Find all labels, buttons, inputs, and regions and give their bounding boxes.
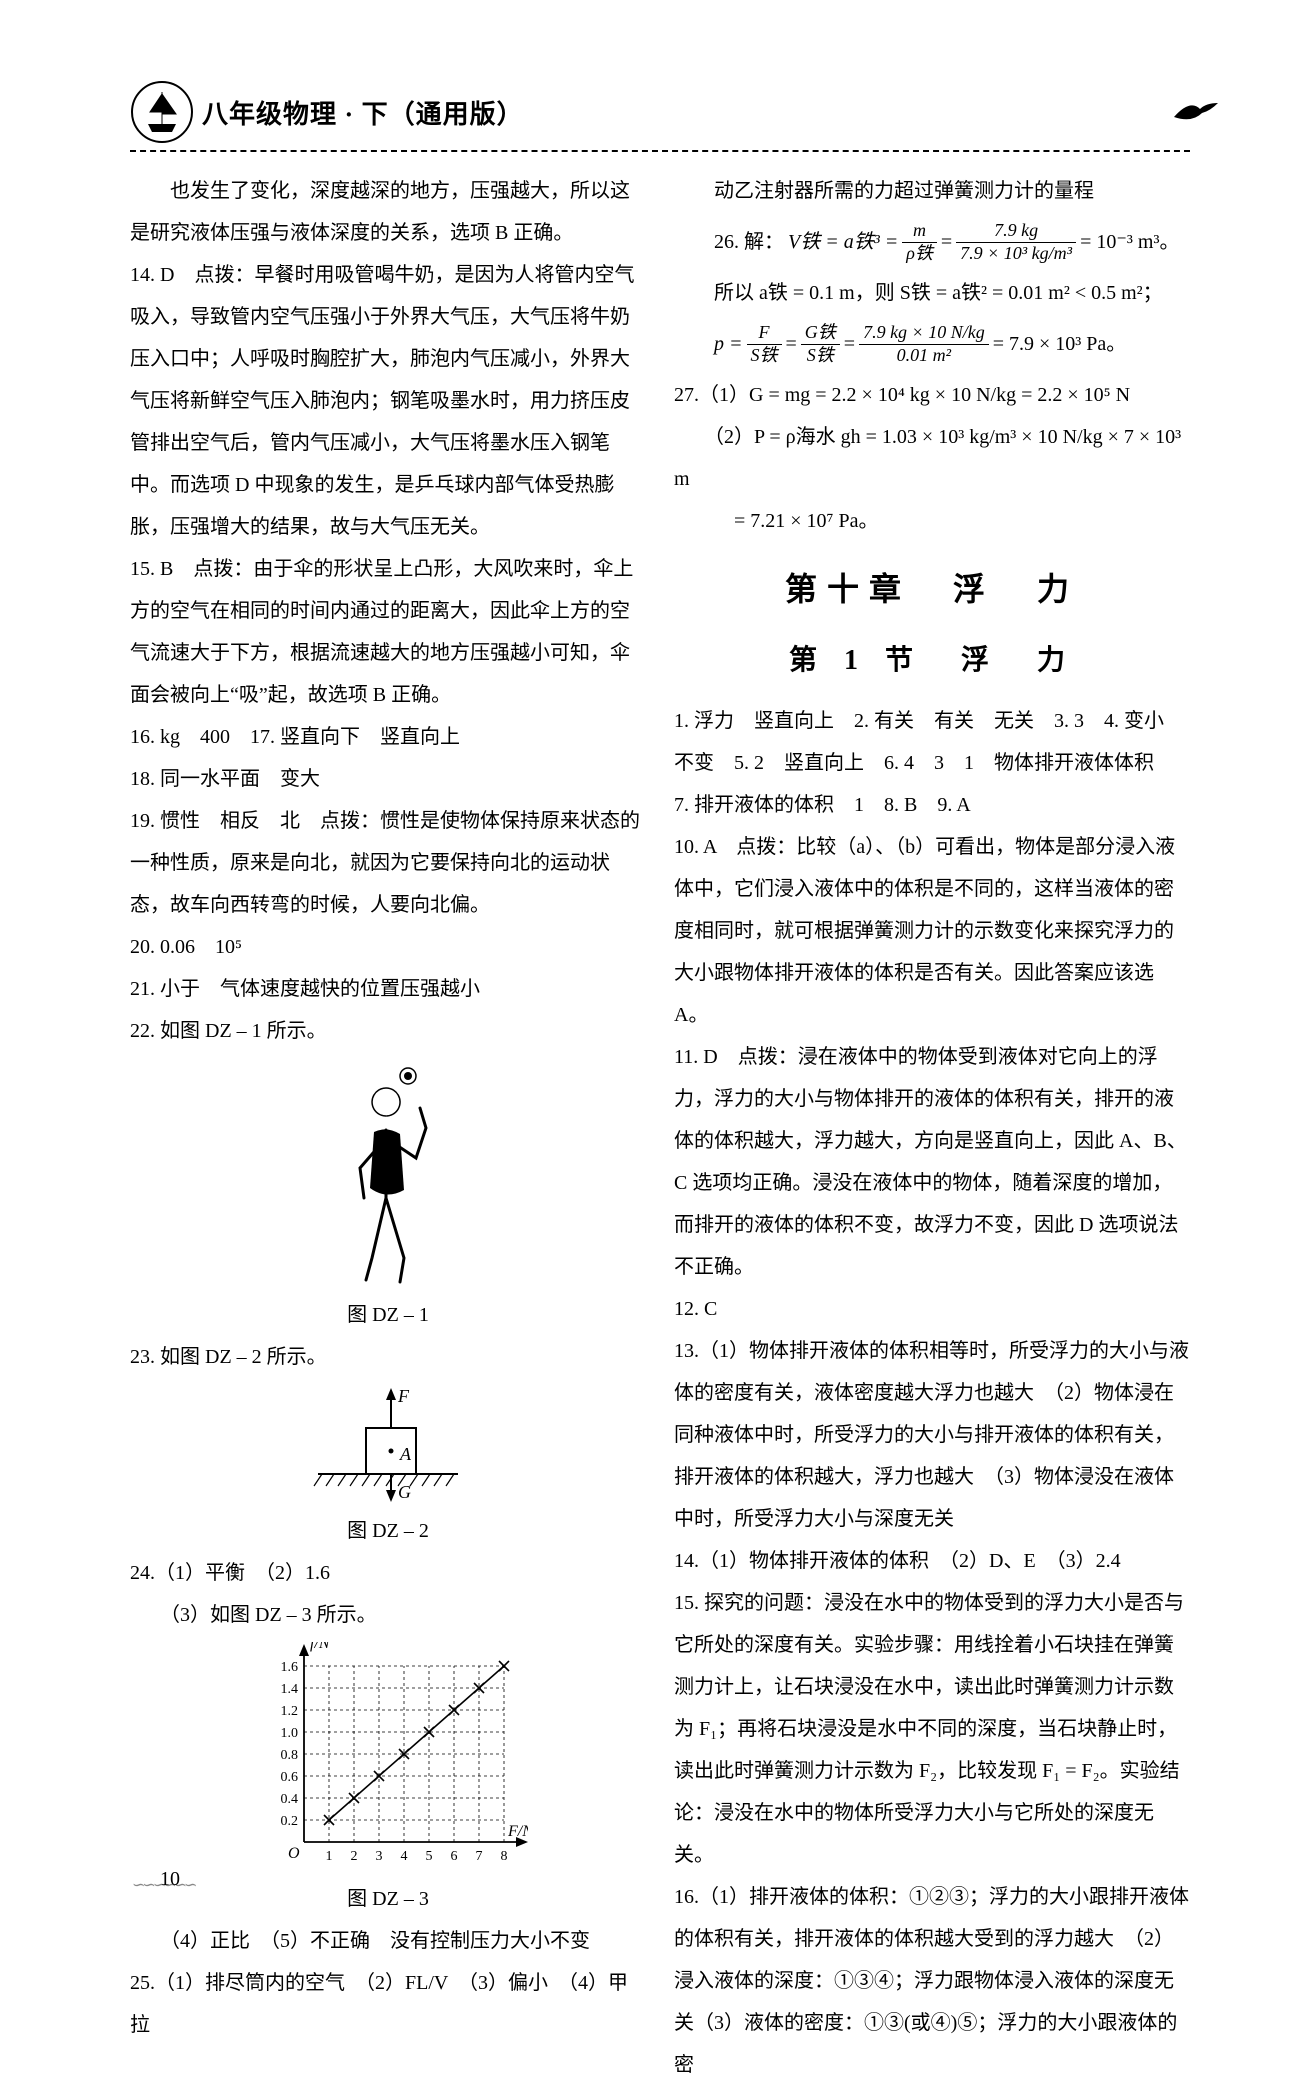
item-20: 20. 0.06 10⁵ bbox=[130, 926, 646, 968]
item-19: 19. 惯性 相反 北 点拨：惯性是使物体保持原来状态的一种性质，原来是向北，就… bbox=[130, 800, 646, 926]
item-15: 15. B 点拨：由于伞的形状呈上凸形，大风吹来时，伞上方的空气在相同的时间内通… bbox=[130, 548, 646, 716]
figure-dz3: 1 2 3 4 5 6 7 8 0.2 0.4 0.6 0.8 1.0 1.2 1.4 1.6 Of/N F/N bbox=[130, 1642, 646, 1872]
svg-text:1: 1 bbox=[326, 1849, 333, 1864]
book-title: 八年级物理 · 下（通用版） bbox=[202, 94, 524, 131]
page-header: 八年级物理 · 下（通用版） bbox=[130, 80, 1190, 152]
svg-text:F/N: F/N bbox=[507, 1823, 528, 1840]
page-number: 10 bbox=[160, 1868, 180, 1891]
item-22: 22. 如图 DZ – 1 所示。 bbox=[130, 1010, 646, 1052]
svg-text:4: 4 bbox=[401, 1849, 408, 1864]
item-25: 25.（1）排尽筒内的空气 （2）FL/V （3）偏小 （4）甲 拉 bbox=[130, 1962, 646, 2046]
svg-text:F: F bbox=[397, 1386, 410, 1406]
item-24-4-5: （4）正比 （5）不正确 没有控制压力大小不变 bbox=[130, 1920, 646, 1962]
svg-text:8: 8 bbox=[501, 1849, 508, 1864]
bird-icon bbox=[1172, 92, 1220, 134]
text-continuation: 也发生了变化，深度越深的地方，压强越大，所以这是研究液体压强与液体深度的关系，选… bbox=[130, 170, 646, 254]
item-16-17: 16. kg 400 17. 竖直向下 竖直向上 bbox=[130, 716, 646, 758]
svg-text:1.0: 1.0 bbox=[281, 1726, 299, 1741]
sec1-item11: 11. D 点拨：浸在液体中的物体受到液体对它向上的浮力，浮力的大小与物体排开的… bbox=[674, 1036, 1190, 1288]
item-27-2: （2）P = ρ海水 gh = 1.03 × 10³ kg/m³ × 10 N/… bbox=[674, 416, 1190, 500]
svg-text:f/N: f/N bbox=[310, 1642, 331, 1652]
ship-icon bbox=[130, 80, 194, 144]
item-21: 21. 小于 气体速度越快的位置压强越小 bbox=[130, 968, 646, 1010]
left-column: 也发生了变化，深度越深的地方，压强越大，所以这是研究液体压强与液体深度的关系，选… bbox=[130, 170, 646, 2086]
sec1-item15: 15. 探究的问题：浸没在水中的物体受到的浮力大小是否与它所处的深度有关。实验步… bbox=[674, 1582, 1190, 1876]
sec1-line2: 不变 5. 2 竖直向上 6. 4 3 1 物体排开液体体积 bbox=[674, 742, 1190, 784]
right-column: 动乙注射器所需的力超过弹簧测力计的量程 26. 解： V铁 = a铁³ = mρ… bbox=[674, 170, 1190, 2086]
svg-text:A: A bbox=[399, 1444, 412, 1464]
svg-text:0.8: 0.8 bbox=[281, 1748, 299, 1763]
svg-text:G: G bbox=[398, 1482, 411, 1502]
sec1-item10: 10. A 点拨：比较（a）、（b）可看出，物体是部分浸入液体中，它们浸入液体中… bbox=[674, 826, 1190, 1036]
sec1-line3: 7. 排开液体的体积 1 8. B 9. A bbox=[674, 784, 1190, 826]
section-title: 第 1 节 浮 力 bbox=[674, 632, 1190, 691]
formula-26-pressure: p = FS铁 = G铁S铁 = 7.9 kg × 10 N/kg0.01 m²… bbox=[714, 322, 1190, 366]
svg-text:7: 7 bbox=[476, 1849, 483, 1864]
item-18: 18. 同一水平面 变大 bbox=[130, 758, 646, 800]
svg-text:0.2: 0.2 bbox=[281, 1814, 299, 1829]
sec1-item12: 12. C bbox=[674, 1288, 1190, 1330]
figure-dz2-label: 图 DZ – 2 bbox=[130, 1510, 646, 1552]
sec1-line1: 1. 浮力 竖直向上 2. 有关 有关 无关 3. 3 4. 变小 bbox=[674, 700, 1190, 742]
svg-text:3: 3 bbox=[376, 1849, 383, 1864]
figure-dz3-label: 图 DZ – 3 bbox=[130, 1878, 646, 1920]
figure-dz1-label: 图 DZ – 1 bbox=[130, 1294, 646, 1336]
item-14: 14. D 点拨：早餐时用吸管喝牛奶，是因为人将管内空气吸入，导致管内空气压强小… bbox=[130, 254, 646, 548]
text-continuation-right: 动乙注射器所需的力超过弹簧测力计的量程 bbox=[674, 170, 1190, 212]
item-24-1-2: 24.（1）平衡 （2）1.6 bbox=[130, 1552, 646, 1594]
item-27-3: = 7.21 × 10⁷ Pa。 bbox=[674, 500, 1190, 542]
svg-text:1.6: 1.6 bbox=[281, 1660, 299, 1675]
sec1-item13: 13.（1）物体排开液体的体积相等时，所受浮力的大小与液体的密度有关，液体密度越… bbox=[674, 1330, 1190, 1540]
svg-text:0.4: 0.4 bbox=[281, 1792, 299, 1807]
svg-text:1.2: 1.2 bbox=[281, 1704, 299, 1719]
content-columns: 也发生了变化，深度越深的地方，压强越大，所以这是研究液体压强与液体深度的关系，选… bbox=[130, 170, 1190, 2086]
item-24-3: （3）如图 DZ – 3 所示。 bbox=[130, 1594, 646, 1636]
item-27-1: 27.（1）G = mg = 2.2 × 10⁴ kg × 10 N/kg = … bbox=[674, 374, 1190, 416]
item-23: 23. 如图 DZ – 2 所示。 bbox=[130, 1336, 646, 1378]
svg-text:1.4: 1.4 bbox=[281, 1682, 299, 1697]
svg-text:0.6: 0.6 bbox=[281, 1770, 299, 1785]
formula-26-area: 所以 a铁 = 0.1 m，则 S铁 = a铁² = 0.01 m² < 0.5… bbox=[674, 272, 1190, 314]
svg-text:O: O bbox=[288, 1845, 300, 1862]
svg-text:2: 2 bbox=[351, 1849, 358, 1864]
svg-text:6: 6 bbox=[451, 1849, 458, 1864]
sec1-item16: 16.（1）排开液体的体积：①②③；浮力的大小跟排开液体的体积有关，排开液体的体… bbox=[674, 1876, 1190, 2086]
figure-dz2: A F G bbox=[130, 1384, 646, 1504]
chapter-title: 第十章 浮 力 bbox=[674, 556, 1190, 623]
figure-dz1 bbox=[130, 1058, 646, 1288]
svg-text:5: 5 bbox=[426, 1849, 433, 1864]
formula-26-volume: 26. 解： V铁 = a铁³ = mρ铁 = 7.9 kg7.9 × 10³ … bbox=[714, 220, 1190, 264]
sec1-item14: 14.（1）物体排开液体的体积 （2）D、E （3）2.4 bbox=[674, 1540, 1190, 1582]
